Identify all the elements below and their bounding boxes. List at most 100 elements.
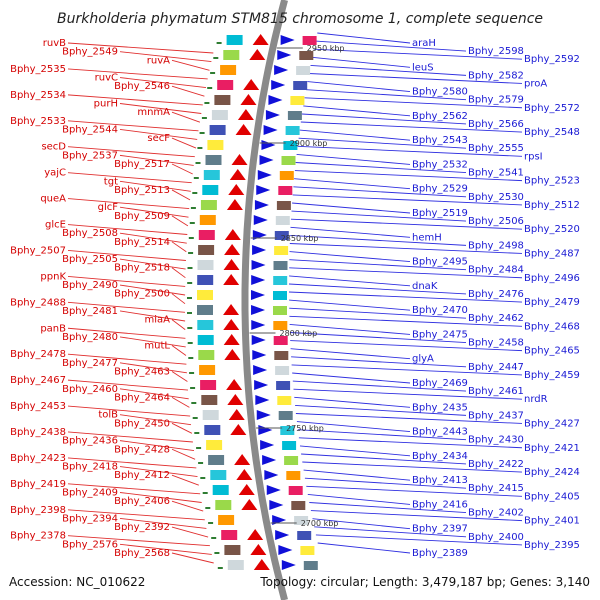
gene-label[interactable]: secD xyxy=(41,142,66,153)
gene-label[interactable]: Bphy_2562 xyxy=(412,111,468,122)
gene-label[interactable]: glyA xyxy=(412,354,434,365)
gene-label[interactable]: Bphy_2479 xyxy=(524,297,580,308)
gene-label[interactable]: Bphy_2389 xyxy=(412,548,468,559)
gene-label[interactable]: Bphy_2572 xyxy=(524,103,580,114)
gene-label[interactable]: Bphy_2477 xyxy=(62,358,118,369)
gene-label[interactable]: Bphy_2476 xyxy=(468,289,524,300)
gene-label[interactable]: Bphy_2397 xyxy=(412,524,468,535)
gene-label[interactable]: queA xyxy=(40,194,66,205)
gene-label[interactable]: Bphy_2530 xyxy=(468,192,524,203)
gene-label[interactable]: Bphy_2437 xyxy=(468,410,524,421)
gene-label[interactable]: Bphy_2430 xyxy=(468,435,524,446)
gene-label[interactable]: tgt xyxy=(104,176,118,187)
gene-label[interactable]: Bphy_2549 xyxy=(62,47,118,58)
gene-label[interactable]: Bphy_2514 xyxy=(114,237,170,248)
gene-label[interactable]: Bphy_2506 xyxy=(468,216,524,227)
gene-label[interactable]: glcE xyxy=(45,220,66,231)
gene-label[interactable]: Bphy_2576 xyxy=(62,539,118,550)
gene-label[interactable]: ruvA xyxy=(147,55,170,66)
gene-label[interactable]: Bphy_2541 xyxy=(468,168,524,179)
gene-label[interactable]: Bphy_2435 xyxy=(412,402,468,413)
gene-label[interactable]: Bphy_2424 xyxy=(524,467,580,478)
gene-label[interactable]: Bphy_2394 xyxy=(62,513,118,524)
gene-label[interactable]: Bphy_2434 xyxy=(412,451,468,462)
gene-label[interactable]: araH xyxy=(412,38,436,49)
gene-label[interactable]: Bphy_2398 xyxy=(10,505,66,516)
gene-label[interactable]: Bphy_2458 xyxy=(468,338,524,349)
gene-label[interactable]: Bphy_2447 xyxy=(468,362,524,373)
gene-label[interactable]: Bphy_2529 xyxy=(412,184,468,195)
gene-label[interactable]: Bphy_2480 xyxy=(62,332,118,343)
gene-label[interactable]: ruvC xyxy=(95,73,118,84)
gene-label[interactable]: Bphy_2395 xyxy=(524,540,580,551)
gene-label[interactable]: Bphy_2461 xyxy=(468,386,524,397)
gene-label[interactable]: Bphy_2412 xyxy=(114,470,170,481)
gene-label[interactable]: Bphy_2484 xyxy=(468,265,524,276)
gene-label[interactable]: Bphy_2518 xyxy=(114,263,170,274)
gene-label[interactable]: Bphy_2495 xyxy=(412,257,468,268)
gene-label[interactable]: Bphy_2523 xyxy=(524,176,580,187)
gene-label[interactable]: mnmA xyxy=(137,107,170,118)
gene-label[interactable]: Bphy_2580 xyxy=(412,87,468,98)
gene-label[interactable]: Bphy_2415 xyxy=(468,483,524,494)
gene-label[interactable]: Bphy_2467 xyxy=(10,375,66,386)
gene-label[interactable]: Bphy_2546 xyxy=(114,81,170,92)
gene-label[interactable]: Bphy_2423 xyxy=(10,453,66,464)
gene-label[interactable]: Bphy_2459 xyxy=(524,370,580,381)
gene-label[interactable]: Bphy_2498 xyxy=(468,240,524,251)
gene-label[interactable]: Bphy_2490 xyxy=(62,280,118,291)
gene-label[interactable]: Bphy_2400 xyxy=(468,532,524,543)
gene-label[interactable]: Bphy_2555 xyxy=(468,143,524,154)
gene-label[interactable]: Bphy_2496 xyxy=(524,273,580,284)
gene-label[interactable]: Bphy_2450 xyxy=(114,418,170,429)
gene-label[interactable]: Bphy_2419 xyxy=(10,479,66,490)
gene-label[interactable]: tolB xyxy=(98,410,118,421)
gene-label[interactable]: Bphy_2519 xyxy=(412,208,468,219)
gene-label[interactable]: Bphy_2453 xyxy=(10,401,66,412)
gene-label[interactable]: Bphy_2422 xyxy=(468,459,524,470)
gene-label[interactable]: Bphy_2470 xyxy=(412,305,468,316)
gene-label[interactable]: ppnK xyxy=(40,271,66,282)
gene-label[interactable]: Bphy_2582 xyxy=(468,70,524,81)
gene-label[interactable]: hemH xyxy=(412,232,442,243)
gene-label[interactable]: Bphy_2378 xyxy=(10,531,66,542)
gene-label[interactable]: Bphy_2520 xyxy=(524,224,580,235)
gene-label[interactable]: Bphy_2544 xyxy=(62,124,118,135)
gene-label[interactable]: Bphy_2532 xyxy=(412,159,468,170)
gene-label[interactable]: Bphy_2443 xyxy=(412,427,468,438)
gene-label[interactable]: Bphy_2418 xyxy=(62,462,118,473)
gene-label[interactable]: Bphy_2462 xyxy=(468,313,524,324)
gene-label[interactable]: Bphy_2463 xyxy=(114,367,170,378)
gene-label[interactable]: Bphy_2548 xyxy=(524,127,580,138)
gene-label[interactable]: Bphy_2512 xyxy=(524,200,580,211)
gene-label[interactable]: mutL xyxy=(144,341,170,352)
gene-label[interactable]: Bphy_2598 xyxy=(468,46,524,57)
gene-label[interactable]: Bphy_2409 xyxy=(62,488,118,499)
gene-label[interactable]: Bphy_2487 xyxy=(524,249,580,260)
gene-label[interactable]: Bphy_2401 xyxy=(524,516,580,527)
gene-label[interactable]: Bphy_2475 xyxy=(412,329,468,340)
gene-label[interactable]: miaA xyxy=(145,315,171,326)
gene-label[interactable]: Bphy_2507 xyxy=(10,246,66,257)
gene-label[interactable]: Bphy_2464 xyxy=(114,392,170,403)
gene-label[interactable]: Bphy_2392 xyxy=(114,522,170,533)
gene-label[interactable]: Bphy_2592 xyxy=(524,54,580,65)
gene-label[interactable]: leuS xyxy=(412,62,434,73)
gene-label[interactable]: Bphy_2416 xyxy=(412,499,468,510)
gene-label[interactable]: Bphy_2413 xyxy=(412,475,468,486)
gene-label[interactable]: Bphy_2535 xyxy=(10,64,66,75)
gene-label[interactable]: Bphy_2405 xyxy=(524,491,580,502)
gene-label[interactable]: Bphy_2481 xyxy=(62,306,118,317)
gene-label[interactable]: nrdR xyxy=(524,394,548,405)
gene-label[interactable]: Bphy_2509 xyxy=(114,211,170,222)
gene-label[interactable]: secF xyxy=(147,133,170,144)
gene-label[interactable]: Bphy_2513 xyxy=(114,185,170,196)
gene-label[interactable]: Bphy_2478 xyxy=(10,349,66,360)
gene-label[interactable]: Bphy_2406 xyxy=(114,496,170,507)
gene-label[interactable]: ruvB xyxy=(43,38,66,49)
gene-label[interactable]: glcF xyxy=(98,202,119,213)
gene-label[interactable]: Bphy_2468 xyxy=(524,321,580,332)
gene-label[interactable]: Bphy_2436 xyxy=(62,436,118,447)
gene-label[interactable]: panB xyxy=(40,323,66,334)
